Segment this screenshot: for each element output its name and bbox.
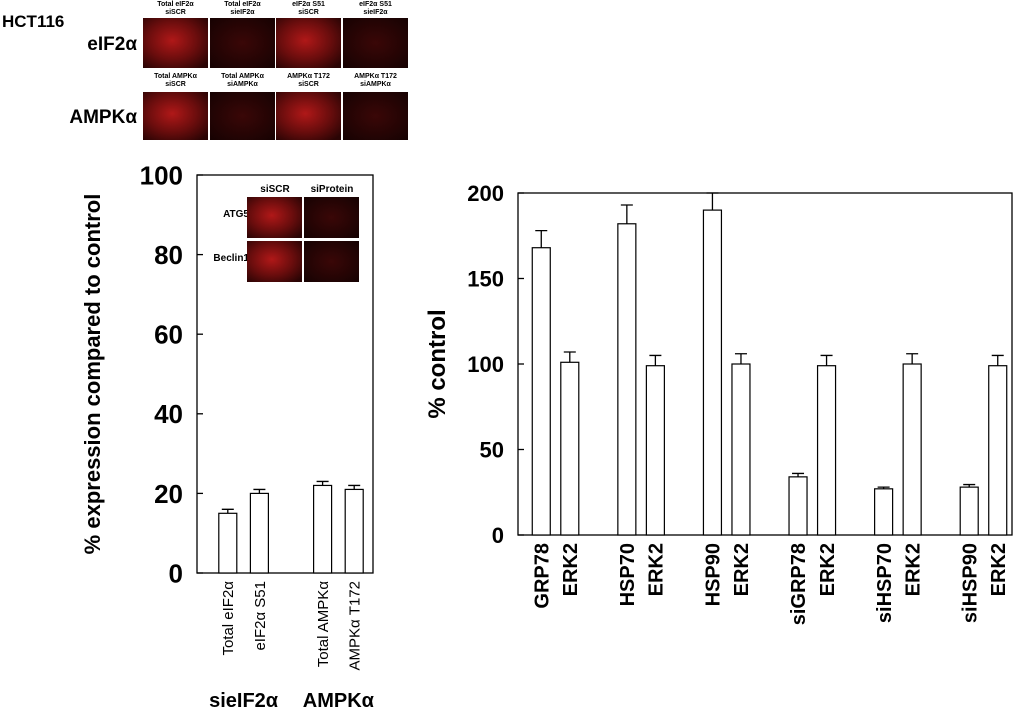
panel-label: siSCR (165, 9, 186, 16)
x-tick-label: Total eIF2α (220, 581, 237, 656)
micrograph (210, 18, 275, 68)
micrograph (304, 197, 359, 238)
x-tick-label: AMPKα T172 (347, 581, 364, 671)
bar (218, 512, 238, 574)
x-tick-label: GRP78 (531, 543, 553, 609)
y-tick-label: 40 (154, 399, 183, 429)
y-tick-label: 80 (154, 240, 183, 270)
y-tick-label: 0 (492, 523, 504, 548)
bar (788, 476, 808, 536)
y-tick-label: 0 (169, 558, 183, 588)
x-tick-label: HSP70 (617, 543, 639, 606)
y-tick-label: 150 (467, 266, 504, 291)
bar (988, 365, 1008, 536)
error-bar (649, 354, 662, 366)
panel-label: Total eIF2α (224, 1, 261, 8)
y-tick-label: 60 (154, 320, 183, 350)
x-tick-label: Total AMPKα (315, 581, 332, 668)
x-tick-label: ERK2 (560, 543, 582, 596)
error-bar (563, 351, 576, 363)
panel-label: siAMPKα (227, 81, 258, 88)
x-tick-label: HSP90 (703, 543, 725, 606)
bar (249, 492, 269, 574)
error-bar (906, 353, 919, 364)
panel-label: AMPKα T172 (287, 73, 330, 80)
panel-label: sieIF2α (230, 9, 255, 16)
y-tick-label: 50 (480, 437, 504, 462)
panel-label: eIF2α S51 (359, 1, 392, 8)
plot-frame (517, 192, 1013, 536)
bar (313, 484, 333, 574)
micrograph (343, 18, 408, 68)
x-tick-label: ERK2 (646, 543, 668, 596)
error-bar (221, 508, 234, 514)
error-bar (991, 354, 1004, 366)
row-label: eIF2α (87, 34, 137, 55)
y-axis-label: % expression compared to control (80, 194, 105, 555)
panel-label: Total eIF2α (157, 1, 194, 8)
panel-label: siSCR (165, 81, 186, 88)
inset-row-label: ATG5 (223, 209, 249, 220)
x-tick-label: ERK2 (817, 543, 839, 596)
bar (531, 247, 551, 536)
x-tick-label: siHSP90 (959, 543, 981, 623)
x-tick-label: siHSP70 (874, 543, 896, 623)
micrograph (343, 92, 408, 140)
inset-col-label: siProtein (311, 184, 354, 195)
y-tick-label: 100 (467, 352, 504, 377)
x-tick-label: eIF2α S51 (252, 581, 269, 651)
panel-label: Total AMPKα (154, 73, 197, 80)
error-bar (820, 354, 833, 366)
panel-label: siAMPKα (360, 81, 391, 88)
micrograph (276, 18, 341, 68)
bar (902, 363, 922, 536)
y-tick-label: 20 (154, 479, 183, 509)
micrograph (143, 18, 208, 68)
error-bar (316, 480, 329, 486)
x-tick-label: siGRP78 (788, 543, 810, 625)
group-label: AMPKα (303, 690, 375, 712)
bar (617, 223, 637, 536)
bar (702, 209, 723, 536)
x-tick-label: ERK2 (731, 543, 753, 596)
error-bar (253, 488, 266, 494)
plot-frame (196, 174, 374, 574)
panel-label: Total AMPKα (221, 73, 264, 80)
micrograph (247, 241, 302, 282)
y-tick-label: 100 (140, 160, 183, 190)
panel-label: AMPKα T172 (354, 73, 397, 80)
bar (560, 361, 580, 536)
bar (344, 488, 364, 574)
micrograph (304, 241, 359, 282)
error-bar (535, 229, 548, 248)
bar (959, 486, 979, 536)
bar (731, 363, 751, 536)
row-label: AMPKα (69, 107, 137, 128)
error-bar (620, 204, 633, 224)
inset-col-label: siSCR (260, 184, 290, 195)
error-bar (734, 353, 747, 364)
inset-row-label: Beclin1 (213, 253, 249, 264)
bar (645, 365, 665, 536)
y-tick-label: 200 (467, 181, 504, 206)
cell-line: HCT116 (2, 12, 64, 31)
bar (816, 365, 837, 536)
panel-label: siSCR (298, 81, 319, 88)
error-bar (348, 484, 361, 490)
panel-label: sieIF2α (363, 9, 388, 16)
micrograph (143, 92, 208, 140)
panel-label: siSCR (298, 9, 319, 16)
micrograph (247, 197, 302, 238)
panel-label: eIF2α S51 (292, 1, 325, 8)
micrograph (276, 92, 341, 140)
bar (874, 488, 894, 536)
error-bar (706, 192, 719, 211)
x-tick-label: ERK2 (902, 543, 924, 596)
group-label: sieIF2α (209, 690, 279, 712)
micrograph (210, 92, 275, 140)
x-tick-label: ERK2 (988, 543, 1010, 596)
y-axis-label: % control (424, 309, 451, 418)
